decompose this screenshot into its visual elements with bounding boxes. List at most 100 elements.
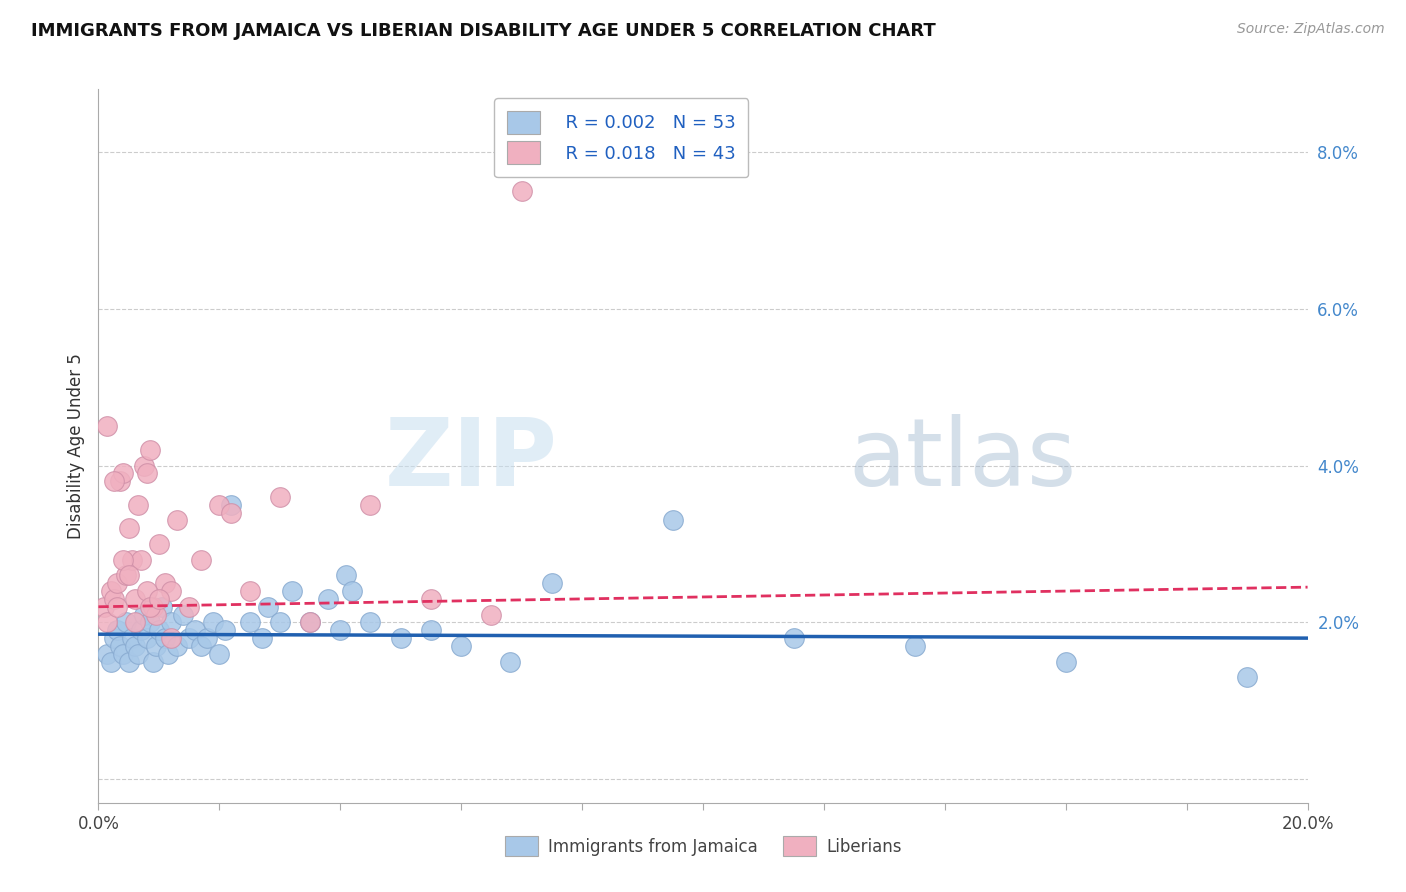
Point xyxy=(111,467,134,481)
Point xyxy=(121,631,143,645)
Point xyxy=(145,639,167,653)
Point xyxy=(96,615,118,630)
Point xyxy=(239,584,262,599)
Point xyxy=(202,615,225,630)
Point xyxy=(118,568,141,582)
Point xyxy=(148,624,170,638)
Point xyxy=(316,591,339,606)
Point xyxy=(108,475,131,489)
Point xyxy=(93,599,115,614)
Point xyxy=(121,552,143,566)
Point xyxy=(299,615,322,630)
Point xyxy=(142,599,165,614)
Text: IMMIGRANTS FROM JAMAICA VS LIBERIAN DISABILITY AGE UNDER 5 CORRELATION CHART: IMMIGRANTS FROM JAMAICA VS LIBERIAN DISA… xyxy=(31,22,935,40)
Point xyxy=(335,568,357,582)
Point xyxy=(118,655,141,669)
Point xyxy=(153,576,176,591)
Point xyxy=(153,631,176,645)
Point xyxy=(145,607,167,622)
Point xyxy=(510,184,533,198)
Point xyxy=(100,655,122,669)
Point xyxy=(389,631,412,645)
Point xyxy=(129,552,152,566)
Point xyxy=(124,639,146,653)
Text: ZIP: ZIP xyxy=(385,414,558,507)
Point xyxy=(1054,655,1077,669)
Point xyxy=(114,568,136,582)
Point xyxy=(420,624,443,638)
Point xyxy=(195,631,218,645)
Text: Source: ZipAtlas.com: Source: ZipAtlas.com xyxy=(1237,22,1385,37)
Point xyxy=(124,591,146,606)
Point xyxy=(208,498,231,512)
Point xyxy=(103,631,125,645)
Point xyxy=(190,639,212,653)
Point xyxy=(111,647,134,661)
Point xyxy=(114,615,136,630)
Point xyxy=(904,639,927,653)
Point xyxy=(160,615,183,630)
Point xyxy=(135,631,157,645)
Point xyxy=(329,624,352,638)
Y-axis label: Disability Age Under 5: Disability Age Under 5 xyxy=(66,353,84,539)
Point xyxy=(269,490,291,504)
Point xyxy=(166,639,188,653)
Point xyxy=(179,599,201,614)
Point xyxy=(166,514,188,528)
Point xyxy=(269,615,291,630)
Point xyxy=(1236,670,1258,684)
Point xyxy=(481,607,503,622)
Point xyxy=(139,442,162,457)
Point xyxy=(783,631,806,645)
Point xyxy=(160,584,183,599)
Point xyxy=(127,647,149,661)
Point xyxy=(100,584,122,599)
Point xyxy=(132,458,155,473)
Point xyxy=(184,624,207,638)
Point xyxy=(208,647,231,661)
Point xyxy=(420,591,443,606)
Point xyxy=(139,599,162,614)
Point xyxy=(135,584,157,599)
Point xyxy=(127,498,149,512)
Point xyxy=(103,475,125,489)
Point xyxy=(132,607,155,622)
Point xyxy=(299,615,322,630)
Point xyxy=(239,615,262,630)
Point xyxy=(142,655,165,669)
Point xyxy=(360,498,382,512)
Point xyxy=(661,514,683,528)
Point xyxy=(250,631,273,645)
Point xyxy=(111,552,134,566)
Point xyxy=(108,639,131,653)
Point xyxy=(221,498,243,512)
Point xyxy=(96,647,118,661)
Point xyxy=(124,615,146,630)
Point xyxy=(256,599,278,614)
Point xyxy=(135,467,157,481)
Point xyxy=(498,655,520,669)
Point xyxy=(148,591,170,606)
Point xyxy=(190,552,212,566)
Point xyxy=(360,615,382,630)
Legend: Immigrants from Jamaica, Liberians: Immigrants from Jamaica, Liberians xyxy=(498,830,908,863)
Point xyxy=(148,537,170,551)
Point xyxy=(281,584,304,599)
Point xyxy=(221,506,243,520)
Point xyxy=(450,639,472,653)
Text: atlas: atlas xyxy=(848,414,1077,507)
Point xyxy=(160,631,183,645)
Point xyxy=(150,599,173,614)
Point xyxy=(105,624,128,638)
Point xyxy=(156,647,179,661)
Point xyxy=(179,631,201,645)
Point xyxy=(214,624,236,638)
Point xyxy=(118,521,141,535)
Point xyxy=(129,624,152,638)
Point xyxy=(540,576,562,591)
Point xyxy=(105,576,128,591)
Point xyxy=(172,607,194,622)
Point xyxy=(96,419,118,434)
Point xyxy=(342,584,364,599)
Point xyxy=(105,599,128,614)
